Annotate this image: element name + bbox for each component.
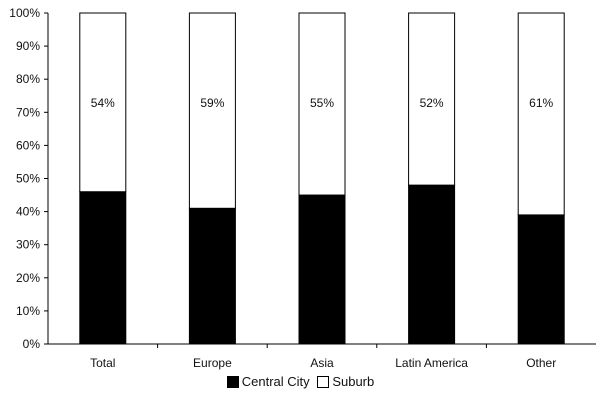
bar-segment-suburb: [517, 12, 565, 216]
bar-segment-suburb: [298, 12, 346, 196]
y-tick-label: 0%: [23, 337, 41, 351]
bar-segment-suburb: [188, 12, 236, 209]
x-category-label: Asia: [310, 356, 334, 370]
legend-item-central-city: Central City: [226, 374, 310, 390]
x-category-label: Total: [90, 356, 115, 370]
y-tick-label: 40%: [16, 205, 40, 219]
legend-item-suburb: Suburb: [317, 374, 374, 390]
legend-label-central-city: Central City: [241, 374, 310, 389]
y-tick-label: 80%: [16, 72, 40, 86]
data-label: 54%: [91, 96, 115, 110]
bar-segment-central-city: [298, 194, 346, 345]
data-label: 52%: [420, 96, 444, 110]
bar-segment-central-city: [188, 207, 236, 345]
y-tick-label: 100%: [9, 6, 40, 20]
y-tick-label: 70%: [16, 105, 40, 119]
x-category-label: Europe: [193, 356, 232, 370]
y-tick-label: 30%: [16, 238, 40, 252]
y-tick-label: 10%: [16, 304, 40, 318]
data-label: 55%: [310, 96, 334, 110]
bar-segment-central-city: [408, 184, 456, 345]
bar-segment-central-city: [517, 214, 565, 345]
chart-legend: Central City Suburb: [0, 374, 601, 392]
y-tick-label: 50%: [16, 172, 40, 186]
legend-label-suburb: Suburb: [332, 374, 375, 389]
y-tick-label: 90%: [16, 39, 40, 53]
x-category-label: Other: [526, 356, 556, 370]
legend-swatch-central-city: [226, 376, 239, 388]
y-tick-label: 60%: [16, 138, 40, 152]
bar-segment-suburb: [79, 12, 127, 193]
data-label: 59%: [200, 96, 224, 110]
data-label: 61%: [529, 96, 553, 110]
legend-swatch-suburb: [317, 376, 330, 388]
bar-segment-suburb: [408, 12, 456, 186]
x-category-label: Latin America: [395, 356, 468, 370]
bar-segment-central-city: [79, 191, 127, 345]
y-tick-label: 20%: [16, 271, 40, 285]
